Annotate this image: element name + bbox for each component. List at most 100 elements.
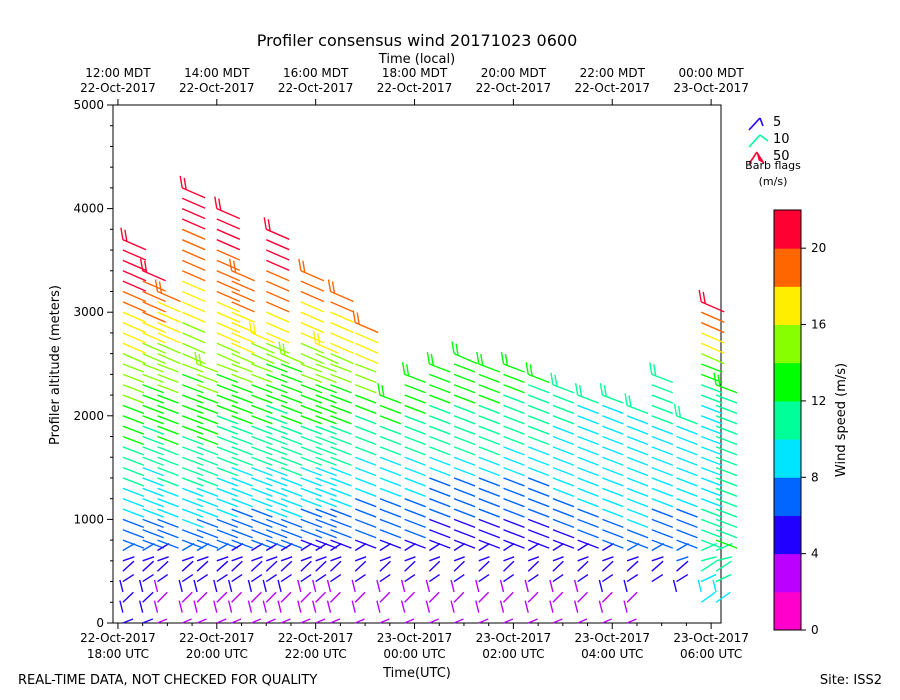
- wind-barb-staff: [577, 466, 599, 477]
- wind-barb-staff: [250, 560, 263, 572]
- wind-barb-flag: [529, 364, 533, 377]
- wind-barb-staff: [300, 556, 312, 562]
- wind-barb-staff: [453, 415, 476, 425]
- wind-barb-staff: [478, 425, 501, 435]
- wind-barb-staff: [122, 404, 145, 415]
- wind-barb-staff: [429, 456, 451, 466]
- wind-barb-staff: [251, 352, 275, 365]
- wind-barb-flag: [500, 351, 505, 365]
- wind-barb-staff: [404, 404, 426, 415]
- wind-barb-staff: [651, 415, 674, 425]
- wind-barb-staff: [527, 618, 538, 624]
- wind-barb-staff: [330, 446, 352, 456]
- wind-barb-staff: [122, 352, 147, 365]
- wind-barb-staff: [715, 487, 738, 497]
- wind-barb-staff: [379, 394, 402, 404]
- wind-barb-staff: [181, 404, 204, 415]
- wind-barb-staff: [196, 518, 219, 529]
- wind-barb-staff: [122, 249, 147, 261]
- wind-barb-staff: [216, 456, 239, 466]
- wind-barb-staff: [552, 394, 575, 404]
- wind-barb-staff: [503, 435, 525, 446]
- wind-barb-staff: [216, 573, 228, 583]
- wind-barb-staff: [626, 404, 649, 415]
- wind-barb-staff: [265, 618, 276, 624]
- wind-barb-staff: [157, 573, 169, 583]
- wind-barb-staff: [216, 560, 229, 572]
- wind-barb-staff: [453, 384, 476, 394]
- wind-barb-staff: [265, 518, 288, 529]
- wind-barb-staff: [251, 363, 273, 373]
- wind-barb-staff: [262, 600, 267, 613]
- wind-barb-staff: [700, 321, 725, 334]
- wind-barb-staff: [216, 508, 239, 518]
- colorbar-tick-label: 4: [811, 547, 819, 561]
- wind-barb-staff: [142, 373, 164, 384]
- wind-barb-staff: [527, 498, 550, 508]
- wind-barb-staff: [623, 600, 628, 613]
- wind-barb-staff: [315, 487, 337, 497]
- wind-barb-staff: [626, 529, 649, 539]
- wind-barb-staff: [251, 342, 275, 354]
- top-tick-label-date: 22-Oct-2017: [476, 81, 552, 95]
- wind-barb-staff: [651, 373, 674, 384]
- wind-barb-staff: [602, 435, 624, 446]
- wind-barb-staff: [142, 290, 166, 303]
- wind-barb-staff: [715, 425, 738, 435]
- wind-barb-staff: [251, 487, 273, 497]
- x-tick-label-date: 23-Oct-2017: [377, 631, 453, 645]
- wind-barb-staff: [196, 425, 219, 435]
- wind-barb-staff: [216, 425, 239, 435]
- wind-barb-staff: [379, 456, 402, 466]
- wind-barb-staff: [122, 487, 145, 497]
- wind-barb-staff: [601, 560, 614, 572]
- wind-barb-staff: [676, 456, 698, 466]
- wind-barb-staff: [216, 218, 241, 230]
- wind-barb-staff: [329, 591, 341, 603]
- wind-barb-staff: [142, 363, 164, 373]
- top-tick-label-time: 12:00 MDT: [85, 66, 151, 80]
- wind-barb-staff: [700, 415, 723, 425]
- wind-barb-staff: [315, 539, 337, 549]
- wind-barb-staff: [715, 446, 738, 456]
- wind-barb-staff: [280, 529, 303, 539]
- wind-barb-staff: [428, 560, 441, 572]
- wind-barb-staff: [142, 560, 155, 572]
- wind-barb-staff: [577, 518, 599, 529]
- wind-barb-staff: [700, 332, 725, 344]
- wind-barb-staff: [552, 560, 564, 572]
- wind-barb-flag: [550, 372, 554, 385]
- wind-barb-staff: [277, 579, 282, 593]
- wind-barb-staff: [330, 384, 352, 394]
- wind-barb-staff: [453, 394, 476, 404]
- wind-barb-staff: [429, 498, 451, 508]
- wind-barb-staff: [700, 435, 723, 446]
- wind-barb-staff: [280, 425, 303, 435]
- wind-barb-staff: [351, 579, 356, 593]
- wind-barb-staff: [280, 363, 303, 373]
- wind-barb-staff: [527, 542, 540, 552]
- wind-barb-staff: [142, 321, 166, 334]
- wind-barb-flag: [525, 362, 529, 375]
- wind-barb-staff: [379, 446, 402, 456]
- wind-barb-staff: [280, 456, 303, 466]
- wind-barb-staff: [265, 573, 278, 583]
- wind-barb-staff: [552, 425, 575, 435]
- wind-barb-staff: [216, 321, 241, 334]
- wind-barb-flag: [578, 384, 583, 398]
- wind-barb-staff: [527, 560, 540, 572]
- wind-barb-staff: [602, 415, 624, 425]
- barb-legend-flag-50: [756, 151, 765, 164]
- wind-barb-staff: [700, 446, 723, 456]
- wind-barb-staff: [425, 600, 431, 613]
- wind-barb-staff: [142, 556, 155, 562]
- wind-barb-staff: [315, 477, 337, 487]
- wind-barb-staff: [602, 404, 624, 415]
- barb-legend-units: (m/s): [759, 175, 788, 188]
- wind-barb-staff: [300, 446, 323, 456]
- wind-barb-staff: [330, 415, 352, 425]
- wind-barb-staff: [700, 477, 723, 487]
- wind-barb-staff: [157, 425, 179, 435]
- wind-barb-staff: [602, 477, 624, 487]
